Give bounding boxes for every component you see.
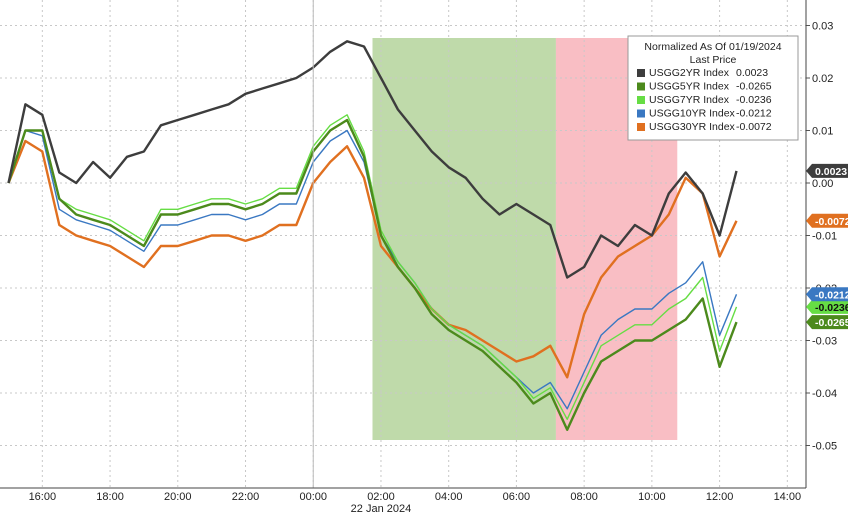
series-lines [7,40,738,431]
y-tick-label: 0.00 [812,178,833,190]
legend-series-value: -0.0236 [736,94,772,106]
legend-swatch [637,96,645,104]
y-tick-label: 0.01 [812,126,833,138]
y-tick-label: -0.03 [812,336,837,348]
last-value-tag-text: -0.0236 [815,302,848,314]
series-line-usgg30yr [7,139,738,379]
x-tick-label: 12:00 [706,491,734,503]
legend-series-value: -0.0265 [736,81,772,93]
last-value-tag-text: -0.0072 [815,216,848,228]
legend-subtitle: Last Price [690,54,737,66]
last-value-tag-text: -0.0265 [815,317,848,329]
x-tick-label: 18:00 [96,491,124,503]
x-tick-label: 20:00 [164,491,192,503]
last-value-tag-text: 0.0023 [815,166,847,178]
series-line-usgg5yr [7,118,738,431]
last-value-tag: -0.0265 [806,315,848,330]
legend-series-name: USGG7YR Index [649,94,730,106]
last-value-tag: -0.0236 [806,299,848,314]
x-tick-label: 14:00 [774,491,802,503]
last-value-tag-bg [806,287,848,302]
last-value-tag: 0.0023 [806,163,848,178]
y-tick-label: -0.04 [812,388,837,400]
legend-title: Normalized As Of 01/19/2024 [644,41,781,53]
legend-swatch [637,109,645,118]
y-tick-label: -0.01 [812,231,837,243]
x-tick-label: 04:00 [435,491,463,503]
legend-box [627,35,799,141]
last-value-tag: -0.0072 [806,213,848,228]
last-value-tags: 0.0023 -0.0265 -0.0236-0.0212 -0.0072 [806,163,848,330]
last-value-tag-bg [806,213,848,228]
legend-series-name: USGG2YR Index [649,67,730,79]
date-label: 22 Jan 2024 [351,503,412,515]
legend-swatch [637,82,645,91]
legend-swatch [637,123,645,131]
x-tick-label: 00:00 [299,491,327,503]
legend-series-name: USGG30YR Index [649,121,736,133]
x-tick-label: 06:00 [503,491,531,503]
legend-series-value: -0.0072 [736,121,772,133]
x-tick-label: 22:00 [232,491,260,503]
x-tick-label: 08:00 [570,491,598,503]
x-tick-label: 16:00 [29,491,57,503]
last-value-tag-text: -0.0212 [815,289,848,301]
y-tick-label: -0.05 [812,441,837,453]
legend-series-name: USGG5YR Index [649,81,730,93]
last-value-tag-bg [806,299,848,314]
y-tick-label: 0.03 [812,21,833,33]
legend-swatch [637,69,645,77]
shaded-region-1 [372,38,556,440]
legend-series-value: -0.0212 [736,108,772,120]
x-tick-label: 10:00 [638,491,666,503]
series-line-usgg2yr [7,40,738,279]
last-value-tag: -0.0212 [806,287,848,302]
last-value-tag-bg [806,315,848,330]
y-tick-label: 0.02 [812,73,833,85]
x-tick-label: 02:00 [367,491,395,503]
last-value-tag-bg [806,163,848,178]
legend-series-name: USGG10YR Index [649,108,736,120]
legend-series-value: 0.0023 [736,67,768,79]
